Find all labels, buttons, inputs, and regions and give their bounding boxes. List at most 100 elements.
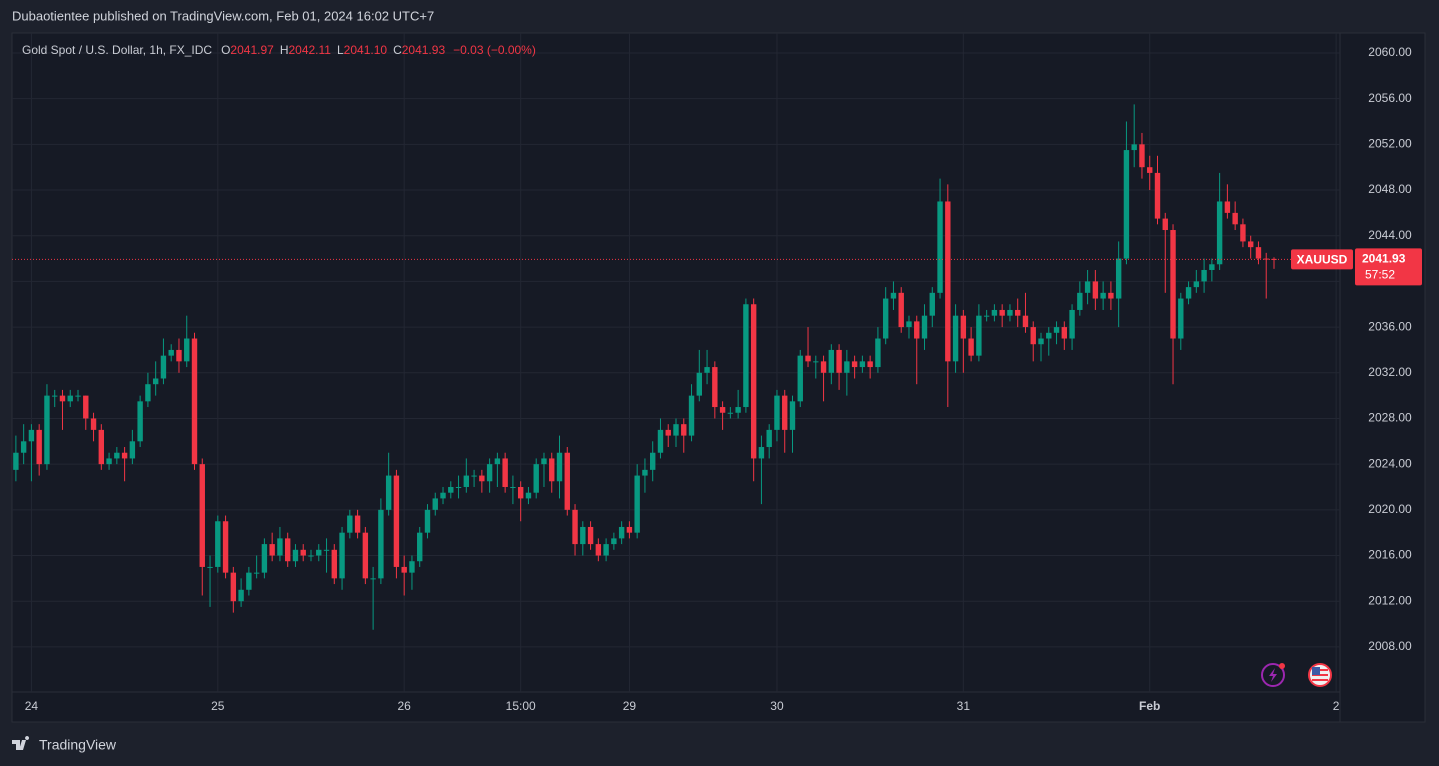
candle-body [681,424,687,436]
y-tick-label: 2012.00 [1368,593,1412,607]
candle-body [284,538,291,562]
candle-body [1061,327,1068,339]
candle-body [882,298,889,339]
candle-body [704,367,710,373]
candle-body [1108,292,1114,299]
candle-body [1178,298,1184,339]
candle-body [525,492,532,499]
candle-body [160,355,167,379]
candle-body [75,395,81,397]
y-tick-label: 2032.00 [1368,365,1412,379]
candle-body [952,315,959,362]
candle-body [323,549,330,551]
x-tick-label: 25 [211,699,225,713]
candle-body [222,521,229,573]
candle-body [1201,269,1207,282]
candle-body [36,429,42,465]
candle-body [253,572,260,574]
candle-body [1084,281,1091,293]
x-tick-label: 30 [770,699,784,713]
candle-body [145,384,151,402]
candle-body [688,395,695,436]
candle-body [960,315,967,339]
x-tick-label: 29 [623,699,637,713]
candle-body [1092,281,1099,299]
candle-body [828,349,835,373]
candle-body [308,555,314,557]
candle-body [347,515,353,533]
badge [1279,663,1285,669]
bolt [1269,668,1277,682]
icons [1261,663,1332,687]
candle-body [564,452,570,510]
candle-body [859,361,866,368]
candle-body [1271,258,1277,260]
candle-body [510,486,516,488]
candle-body [611,538,617,545]
y-tick-label: 2020.00 [1368,502,1412,516]
candle-body [1115,258,1122,299]
candle-body [207,566,213,568]
candle-body [1100,292,1106,299]
candle-body [1131,144,1137,151]
candle-body [1209,264,1215,270]
candle-body [300,549,306,556]
candle-body [906,321,912,328]
candle-body [114,452,120,459]
candle-body [875,338,881,368]
candle-body [805,355,811,362]
candle-body [494,458,501,465]
canton [1312,667,1320,675]
stripe [1312,679,1328,681]
candle-body [603,544,609,556]
candle-body [152,378,159,385]
y-tick-label: 2036.00 [1368,319,1412,333]
y-tick-label: 2052.00 [1368,137,1412,151]
candle-body [292,549,299,562]
candle-body [991,309,998,316]
candle-body [1077,292,1083,310]
x-tick-label: 31 [957,699,971,713]
candle-body [595,544,602,556]
y-tick-label: 2044.00 [1368,228,1412,242]
candle-body [1046,332,1052,339]
candle-body [549,458,555,482]
alert-icon[interactable] [1261,663,1285,687]
candle-body [354,515,361,533]
candle-body [67,395,73,402]
x-tick-label: 26 [398,699,412,713]
candle-body [1240,224,1246,242]
candle-body [401,566,407,573]
x-tick-label: 15:00 [506,699,536,713]
candle-body [650,452,656,470]
candle-body [59,395,66,402]
candle-body [665,429,671,436]
candle-body [13,452,19,470]
candle-body [393,475,400,567]
candle-body [937,201,943,293]
candle-body [696,372,702,396]
candle-body [176,349,182,362]
candle-body [844,361,850,373]
candle-body [385,475,392,510]
candle-body [712,367,718,408]
candle-body [83,395,89,419]
candle-body [1015,309,1021,316]
candle-body [90,418,97,430]
candle-body [184,338,190,362]
candle-body [618,526,625,539]
y-tick-label: 2048.00 [1368,182,1412,196]
candle-body [129,441,136,459]
attribution: Dubaotientee published on TradingView.co… [12,8,434,23]
candle-body [106,458,112,465]
y-tick-label: 2028.00 [1368,411,1412,425]
candle-body [945,201,951,362]
price-tag [1355,248,1422,286]
candle-body [1193,281,1200,288]
candle-body [1154,172,1161,219]
candle-body [1038,338,1044,345]
candle-body [1216,201,1223,265]
candle-body [797,355,803,402]
legend: Gold Spot / U.S. Dollar, 1h, FX_IDC O2041… [22,43,536,57]
candle-body [448,486,454,493]
